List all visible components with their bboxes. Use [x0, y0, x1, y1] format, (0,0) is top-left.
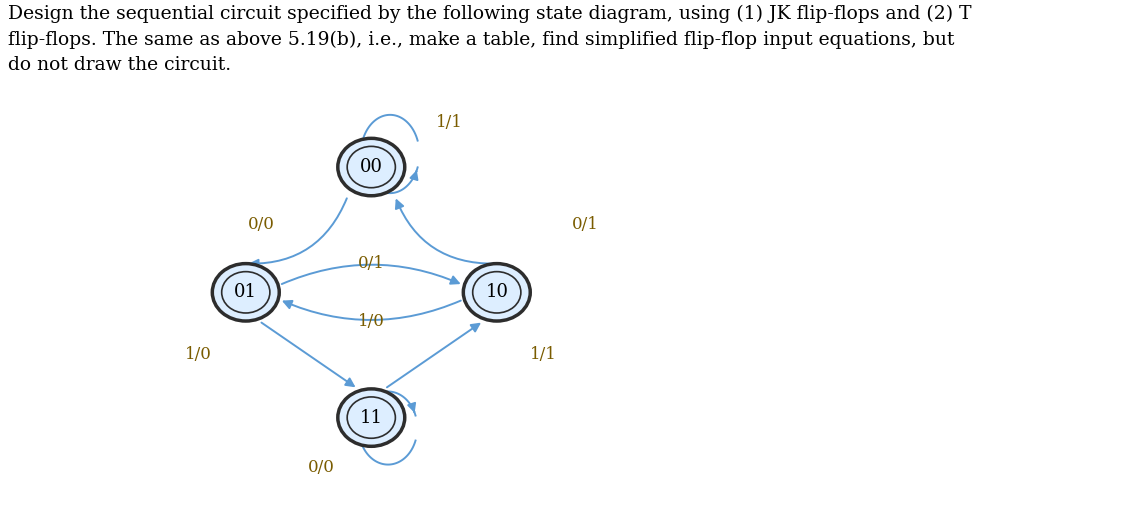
Ellipse shape	[463, 264, 531, 321]
Ellipse shape	[337, 389, 404, 446]
Text: 01: 01	[234, 283, 257, 301]
Ellipse shape	[337, 138, 404, 196]
Ellipse shape	[212, 264, 279, 321]
Text: 0/0: 0/0	[308, 459, 334, 476]
Text: 1/1: 1/1	[436, 114, 463, 131]
Text: 10: 10	[485, 283, 508, 301]
Text: 11: 11	[360, 409, 383, 426]
Text: 1/0: 1/0	[358, 313, 385, 329]
Text: 0/1: 0/1	[573, 216, 599, 233]
Text: 0/0: 0/0	[248, 216, 275, 233]
Text: Design the sequential circuit specified by the following state diagram, using (1: Design the sequential circuit specified …	[8, 5, 972, 74]
Text: 1/1: 1/1	[531, 347, 558, 363]
Text: 1/0: 1/0	[185, 347, 212, 363]
Text: 0/1: 0/1	[358, 255, 385, 272]
Text: 00: 00	[360, 158, 383, 176]
